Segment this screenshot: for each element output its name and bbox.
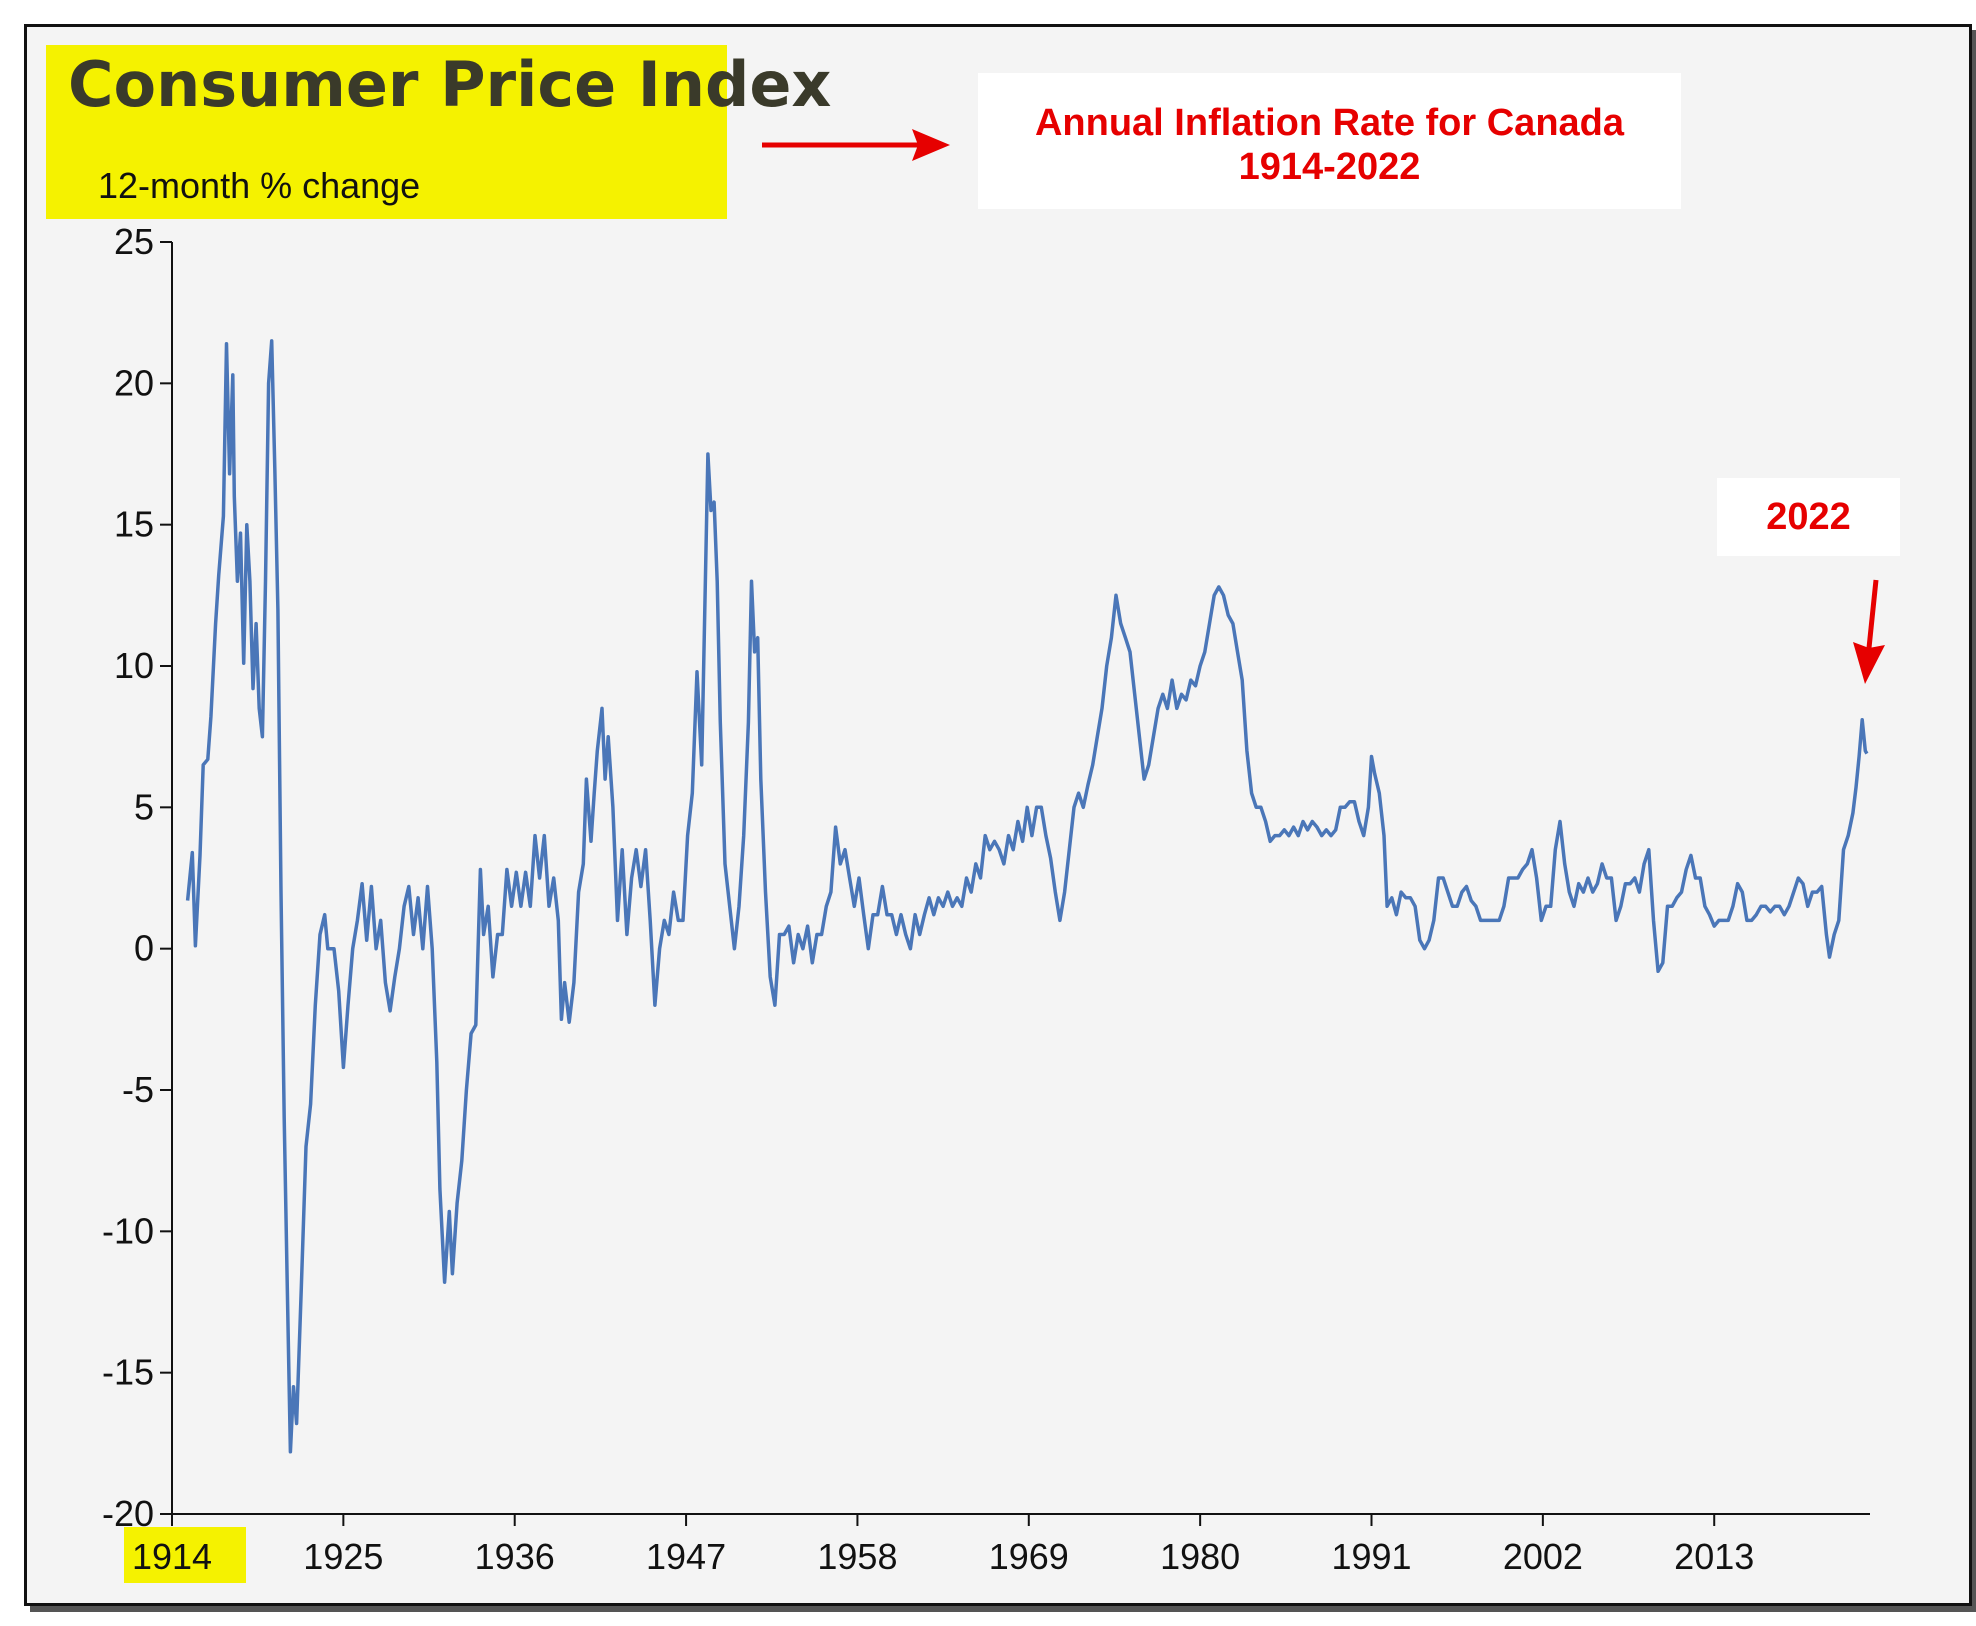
y-tick-label: -20: [102, 1493, 154, 1534]
y-tick-label: 15: [114, 504, 154, 545]
x-tick-label: 1991: [1331, 1536, 1411, 1577]
x-tick-label: 1958: [817, 1536, 897, 1577]
y-tick-label: -15: [102, 1352, 154, 1393]
x-tick-label: 2013: [1674, 1536, 1754, 1577]
y-tick-label: 20: [114, 362, 154, 403]
x-tick-label: 1936: [475, 1536, 555, 1577]
x-tick-label: 1925: [303, 1536, 383, 1577]
y-tick-label: -5: [122, 1069, 154, 1110]
annotation-arrows: [762, 129, 1885, 684]
y-tick-label: 0: [134, 928, 154, 969]
chart-subtitle: 12-month % change: [98, 165, 421, 206]
arrow-right-head: [912, 129, 950, 161]
y-tick-label: 5: [134, 786, 154, 827]
arrow-down-shaft: [1866, 579, 1879, 649]
annotation-line1: Annual Inflation Rate for Canada: [1034, 102, 1625, 144]
chart-frame: [24, 24, 1972, 1606]
x-tick-label: 1947: [646, 1536, 726, 1577]
x-tick-label: 1980: [1160, 1536, 1240, 1577]
x-tick-label: 1914: [132, 1536, 212, 1577]
y-tick-label: 10: [114, 645, 154, 686]
annotation-box: Annual Inflation Rate for Canada 1914-20…: [978, 73, 1681, 209]
title-highlight: [46, 45, 727, 219]
chart-title: Consumer Price Index: [68, 48, 832, 121]
arrow-down-head: [1853, 642, 1885, 684]
y-tick-label: -10: [102, 1210, 154, 1251]
y-tick-label: 25: [114, 221, 154, 262]
end-year-label: 2022: [1717, 478, 1900, 556]
axes: [160, 241, 1870, 1526]
x-tick-label: 1969: [989, 1536, 1069, 1577]
annotation-line2: 1914-2022: [1238, 146, 1421, 188]
series-line: [185, 339, 1869, 1454]
x-tick-label: 2002: [1503, 1536, 1583, 1577]
start-year-highlight: [124, 1527, 246, 1583]
